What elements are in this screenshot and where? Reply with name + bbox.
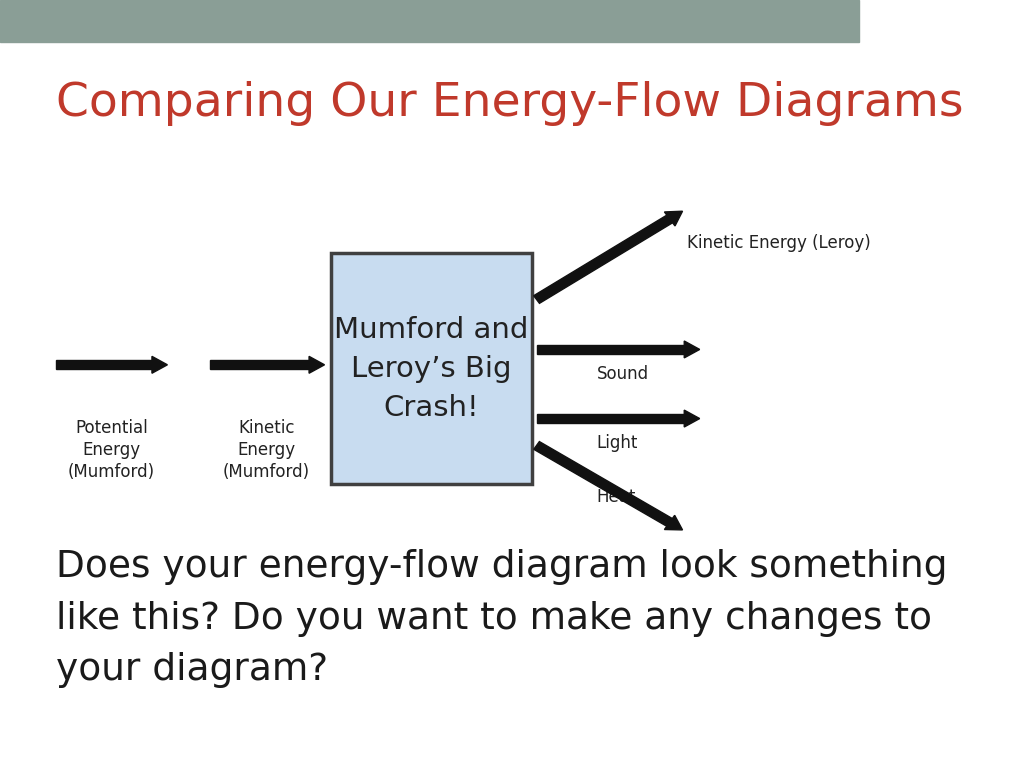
Polygon shape [210,360,309,369]
Polygon shape [665,211,683,226]
Polygon shape [534,442,673,526]
Polygon shape [537,414,684,423]
Text: Light: Light [597,434,638,452]
Polygon shape [309,356,325,373]
Text: Kinetic
Energy
(Mumford): Kinetic Energy (Mumford) [222,419,309,481]
Text: Heat: Heat [597,488,636,505]
Polygon shape [152,356,167,373]
Text: Mumford and
Leroy’s Big
Crash!: Mumford and Leroy’s Big Crash! [334,316,528,422]
Text: Sound: Sound [597,365,649,382]
Bar [0,0,858,42]
Polygon shape [665,515,683,530]
Bar [331,253,532,484]
Text: Comparing Our Energy-Flow Diagrams: Comparing Our Energy-Flow Diagrams [55,81,964,126]
Polygon shape [684,410,699,427]
Text: Potential
Energy
(Mumford): Potential Energy (Mumford) [68,419,156,481]
Polygon shape [684,341,699,358]
Text: Does your energy-flow diagram look something
like this? Do you want to make any : Does your energy-flow diagram look somet… [55,549,947,688]
Polygon shape [55,360,152,369]
Polygon shape [534,215,673,303]
Text: Kinetic Energy (Leroy): Kinetic Energy (Leroy) [687,234,870,252]
Polygon shape [537,345,684,354]
